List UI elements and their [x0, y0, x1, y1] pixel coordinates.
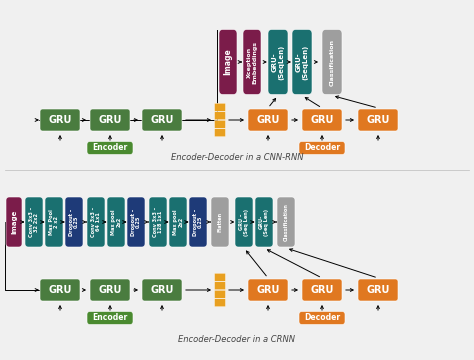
FancyBboxPatch shape: [248, 109, 288, 131]
Text: GRU: GRU: [48, 115, 72, 125]
Text: Flatten: Flatten: [218, 212, 222, 232]
Text: GRU: GRU: [366, 285, 390, 295]
FancyBboxPatch shape: [292, 30, 312, 94]
FancyBboxPatch shape: [215, 290, 226, 298]
FancyBboxPatch shape: [149, 197, 167, 247]
FancyBboxPatch shape: [6, 197, 22, 247]
Text: Encoder-Decoder in a CNN-RNN: Encoder-Decoder in a CNN-RNN: [171, 153, 303, 162]
Text: Encoder-Decoder in a CRNN: Encoder-Decoder in a CRNN: [179, 336, 295, 345]
FancyBboxPatch shape: [302, 279, 342, 301]
FancyBboxPatch shape: [277, 197, 295, 247]
Text: GRU: GRU: [98, 285, 122, 295]
Text: Conv 3x3 –
64 1x1: Conv 3x3 – 64 1x1: [91, 207, 101, 237]
Text: GRU-
(SeqLen): GRU- (SeqLen): [272, 44, 284, 80]
Text: GRU: GRU: [150, 115, 173, 125]
Text: Max pool
2x2: Max pool 2x2: [173, 209, 183, 235]
Text: Conv 3x3 –
128 1x1: Conv 3x3 – 128 1x1: [153, 207, 163, 237]
Text: GRU-
(SeqLen): GRU- (SeqLen): [296, 44, 308, 80]
Text: Decoder: Decoder: [304, 314, 340, 323]
FancyBboxPatch shape: [90, 279, 130, 301]
Text: Max pool
2x2: Max pool 2x2: [111, 209, 121, 235]
Text: Image: Image: [224, 49, 233, 75]
FancyBboxPatch shape: [142, 279, 182, 301]
FancyBboxPatch shape: [127, 197, 145, 247]
FancyBboxPatch shape: [189, 197, 207, 247]
Text: Classification: Classification: [329, 39, 335, 85]
FancyBboxPatch shape: [169, 197, 187, 247]
Text: Encoder: Encoder: [92, 144, 128, 153]
Text: Dropout –
0.25: Dropout – 0.25: [193, 208, 203, 236]
FancyBboxPatch shape: [25, 197, 43, 247]
Text: Image: Image: [11, 210, 17, 234]
FancyBboxPatch shape: [40, 279, 80, 301]
FancyBboxPatch shape: [302, 109, 342, 131]
FancyBboxPatch shape: [87, 141, 133, 154]
Text: GRU: GRU: [150, 285, 173, 295]
Text: GRU: GRU: [310, 115, 334, 125]
FancyBboxPatch shape: [255, 197, 273, 247]
FancyBboxPatch shape: [215, 120, 226, 128]
FancyBboxPatch shape: [358, 109, 398, 131]
FancyBboxPatch shape: [358, 279, 398, 301]
Text: Dropout –
0.25: Dropout – 0.25: [69, 208, 79, 236]
Text: Decoder: Decoder: [304, 144, 340, 153]
FancyBboxPatch shape: [248, 279, 288, 301]
Text: GRU: GRU: [310, 285, 334, 295]
FancyBboxPatch shape: [215, 273, 226, 281]
Text: GRU: GRU: [98, 115, 122, 125]
FancyBboxPatch shape: [90, 109, 130, 131]
FancyBboxPatch shape: [215, 103, 226, 111]
Text: Encoder: Encoder: [92, 314, 128, 323]
Text: GRU-
(Seq Len): GRU- (Seq Len): [259, 208, 269, 235]
FancyBboxPatch shape: [215, 282, 226, 290]
FancyBboxPatch shape: [215, 112, 226, 120]
FancyBboxPatch shape: [215, 299, 226, 307]
FancyBboxPatch shape: [299, 311, 345, 324]
FancyBboxPatch shape: [299, 141, 345, 154]
Text: Xception
Embeddings: Xception Embeddings: [247, 40, 257, 84]
Text: GRU: GRU: [48, 285, 72, 295]
FancyBboxPatch shape: [45, 197, 63, 247]
Text: Classification: Classification: [283, 203, 289, 241]
FancyBboxPatch shape: [235, 197, 253, 247]
Text: GRU: GRU: [366, 115, 390, 125]
FancyBboxPatch shape: [322, 30, 342, 94]
Text: GRU: GRU: [256, 285, 280, 295]
FancyBboxPatch shape: [107, 197, 125, 247]
Text: GRU –
(Seq Len): GRU – (Seq Len): [239, 208, 249, 235]
FancyBboxPatch shape: [65, 197, 83, 247]
FancyBboxPatch shape: [215, 129, 226, 137]
FancyBboxPatch shape: [219, 30, 237, 94]
FancyBboxPatch shape: [211, 197, 229, 247]
Text: Conv 3x3 –
32 2x2: Conv 3x3 – 32 2x2: [29, 207, 39, 237]
FancyBboxPatch shape: [87, 311, 133, 324]
FancyBboxPatch shape: [268, 30, 288, 94]
FancyBboxPatch shape: [40, 109, 80, 131]
FancyBboxPatch shape: [142, 109, 182, 131]
FancyBboxPatch shape: [243, 30, 261, 94]
Text: GRU: GRU: [256, 115, 280, 125]
Text: Max Pool
2 x2: Max Pool 2 x2: [49, 209, 59, 235]
FancyBboxPatch shape: [87, 197, 105, 247]
Text: Dropout –
0.25: Dropout – 0.25: [131, 208, 141, 236]
